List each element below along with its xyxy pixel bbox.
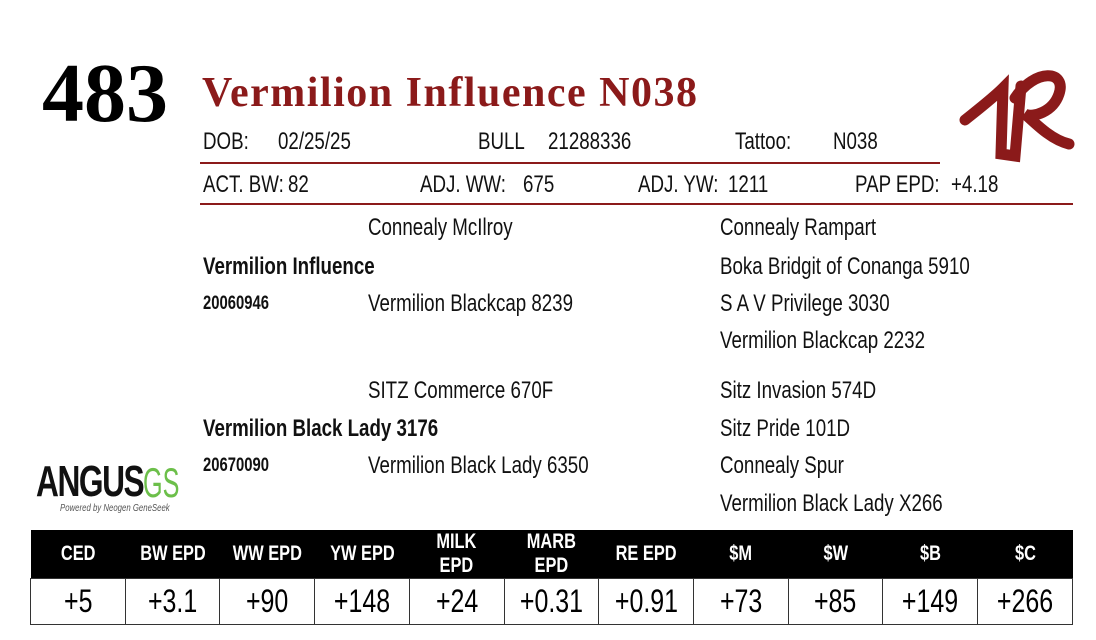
epd-header: CED [30, 530, 126, 579]
dob: 02/25/25 [278, 128, 351, 155]
epd-value: +73 [719, 583, 763, 619]
dam-sire: SITZ Commerce 670F [368, 377, 554, 404]
divider [200, 203, 1073, 205]
grandparent: Sitz Pride 101D [720, 415, 851, 442]
tattoo-label: Tattoo: [735, 128, 792, 155]
epd-value: +3.1 [147, 583, 198, 619]
epd-value: +24 [435, 583, 478, 619]
epd-header-text: MILK EPD [436, 530, 477, 577]
epd-header-text: CED [60, 542, 96, 565]
sire-registration: 20060946 [203, 293, 269, 314]
sex: BULL [478, 128, 525, 155]
logo-suffix: GS [143, 459, 180, 506]
epd-header-text: $M [729, 542, 753, 565]
epd-value: +266 [996, 583, 1054, 619]
sire-dam: Vermilion Blackcap 8239 [368, 290, 574, 317]
weight-label: ACT. BW: [203, 171, 284, 198]
epd-cell: +73 [693, 578, 789, 625]
divider [200, 162, 940, 164]
epd-value: +0.91 [614, 583, 678, 619]
grandparent: Vermilion Black Lady X266 [720, 490, 943, 517]
grandparent: Boka Bridgit of Conanga 5910 [720, 253, 970, 280]
weight-value: +4.18 [951, 171, 999, 198]
epd-value: +148 [333, 583, 391, 619]
epd-cell: +90 [219, 578, 316, 625]
weight-value: 675 [523, 171, 555, 198]
logo-main: ANGUS [36, 457, 145, 506]
dam-registration: 20670090 [203, 455, 269, 476]
epd-header: $W [788, 530, 883, 579]
epd-header: $B [882, 530, 978, 579]
weight-value: 82 [288, 171, 309, 198]
epd-cell: +148 [314, 578, 410, 625]
dob-label: DOB: [203, 128, 249, 155]
epd-cell: +24 [408, 578, 505, 625]
epd-header: MILK EPD [409, 530, 505, 579]
brand [959, 70, 1075, 163]
epd-value: +0.31 [519, 583, 584, 619]
epd-header-text: RE EPD [615, 542, 677, 565]
epd-table: CED BW EPD WW EPD YW EPD MILK EPD MARB EPD RE … [30, 530, 1073, 625]
epd-header: BW EPD [125, 530, 220, 579]
logo-tagline: Powered by Neogen GeneSeek [60, 503, 170, 514]
epd-cell: +3.1 [124, 578, 221, 625]
epd-header: WW EPD [219, 530, 315, 579]
epd-header-text: BW EPD [139, 542, 206, 565]
epd-header-text: $C [1014, 542, 1036, 565]
weight-label: PAP EPD: [855, 171, 940, 198]
grandparent: Connealy Spur [720, 452, 844, 479]
epd-cell: +266 [977, 578, 1073, 625]
epd-cell: +5 [30, 578, 126, 625]
epd-header-text: YW EPD [329, 542, 395, 565]
grandparent: S A V Privilege 3030 [720, 290, 890, 317]
lot-number: 483 [42, 47, 168, 140]
dam-dam: Vermilion Black Lady 6350 [368, 452, 589, 479]
epd-cell: +0.91 [598, 578, 695, 625]
grandparent: Sitz Invasion 574D [720, 377, 877, 404]
epd-value: +85 [814, 583, 857, 619]
grandparent: Connealy Rampart [720, 214, 877, 241]
weight-label: ADJ. YW: [638, 171, 719, 198]
epd-header-text: MARB EPD [526, 530, 577, 577]
animal-name: Vermilion Influence N038 [202, 70, 699, 116]
sire-sire: Connealy McIlroy [368, 214, 513, 241]
epd-header: MARB EPD [504, 530, 599, 579]
epd-value: +90 [246, 583, 289, 619]
epd-header: $C [977, 530, 1073, 579]
weight-label: ADJ. WW: [420, 171, 506, 198]
registration: 21288336 [548, 128, 632, 155]
epd-header: $M [693, 530, 789, 579]
epd-value: +149 [902, 583, 959, 619]
epd-header-text: $B [919, 542, 941, 565]
epd-cell: +0.31 [503, 578, 600, 625]
dam: Vermilion Black Lady 3176 [203, 415, 439, 442]
epd-header: RE EPD [598, 530, 694, 579]
tattoo: N038 [833, 128, 878, 155]
epd-cell: +85 [787, 578, 884, 625]
sire: Vermilion Influence [203, 253, 375, 280]
epd-value: +5 [63, 583, 93, 619]
epd-header-text: $W [823, 542, 848, 565]
weight-value: 1211 [728, 171, 769, 198]
grandparent: Vermilion Blackcap 2232 [720, 327, 926, 354]
epd-header-text: WW EPD [232, 542, 302, 565]
epd-cell: +149 [882, 578, 979, 625]
epd-header: YW EPD [314, 530, 410, 579]
